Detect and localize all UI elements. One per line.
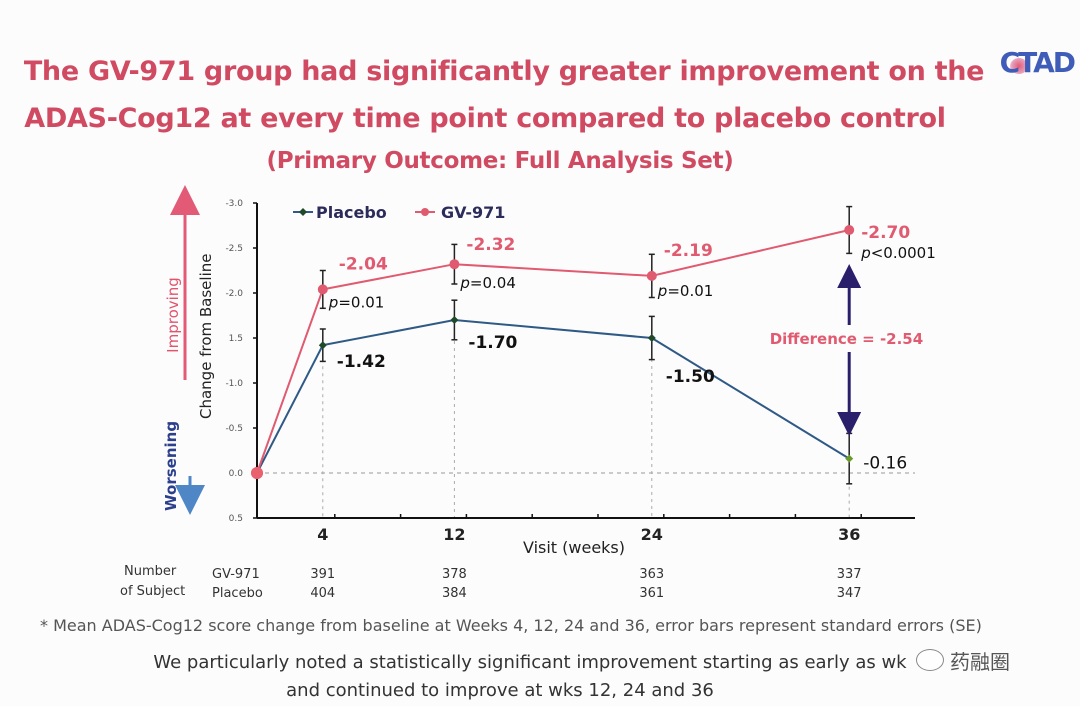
y-tick-label: -1.0 bbox=[225, 379, 243, 389]
data-point-gv971 bbox=[317, 284, 328, 295]
ctad-logo: CTAD bbox=[1000, 46, 1078, 82]
conclusion-line2: and continued to improve at wks 12, 24 a… bbox=[286, 680, 714, 701]
data-label-placebo: -1.42 bbox=[337, 352, 386, 372]
data-point-gv971 bbox=[449, 259, 460, 270]
data-label-gv971: -2.32 bbox=[466, 235, 515, 255]
wechat-icon bbox=[916, 649, 944, 671]
p-symbol: p bbox=[657, 282, 668, 300]
baseline-marker bbox=[251, 467, 263, 479]
y-tick-label: -3.0 bbox=[225, 199, 243, 209]
slide-subtitle: (Primary Outcome: Full Analysis Set) bbox=[266, 148, 734, 174]
grid-lines bbox=[257, 320, 915, 518]
axes: -3.0 -2.5 -2.0 1.5 -1.0 -0.5 0.0 0.5 4 12 24 36 Visi… bbox=[225, 199, 915, 557]
data-point-placebo bbox=[845, 454, 854, 463]
legend-marker-gv971 bbox=[421, 208, 429, 216]
subjects-count-placebo: 384 bbox=[441, 586, 467, 601]
subjects-label-line2: of Subject bbox=[120, 584, 186, 599]
subjects-count-placebo: 347 bbox=[836, 586, 862, 601]
data-label-gv971: -2.19 bbox=[664, 241, 713, 261]
data-point-placebo bbox=[647, 334, 656, 342]
y-tick-label: -0.5 bbox=[225, 424, 243, 434]
subjects-count-gv-971: 378 bbox=[441, 567, 467, 582]
logo-text: CTAD bbox=[999, 46, 1076, 79]
p-value-label: p=0.01 bbox=[657, 282, 714, 300]
subjects-count-gv-971: 391 bbox=[310, 567, 336, 582]
p-value-label: p=0.01 bbox=[328, 293, 385, 311]
conclusion-line1: We particularly noted a statistically si… bbox=[153, 652, 907, 673]
legend-label-gv971: GV-971 bbox=[441, 203, 505, 222]
slide-title-line2: ADAS-Cog12 at every time point compared … bbox=[24, 103, 946, 134]
y-tick-label: -2.0 bbox=[225, 289, 243, 299]
p-symbol: p bbox=[860, 244, 871, 262]
x-tick-label: 24 bbox=[641, 525, 663, 544]
subjects-group-placebo: Placebo bbox=[212, 586, 263, 601]
data-point-placebo bbox=[450, 316, 459, 324]
data-point-gv971 bbox=[844, 225, 855, 235]
x-tick-label: 4 bbox=[317, 525, 328, 544]
p-value-label: p<0.0001 bbox=[860, 244, 936, 262]
data-label-placebo: -1.70 bbox=[468, 333, 517, 353]
subjects-count-gv-971: 337 bbox=[836, 567, 862, 582]
watermark-text: 药融圈 bbox=[950, 649, 1010, 674]
x-tick-label: 36 bbox=[838, 525, 860, 544]
labels-layer: -2.04 -2.32 -2.19 -2.70 -1.42 -1.70 -1.50 -0.16… bbox=[293, 203, 936, 474]
data-point-gv971 bbox=[646, 270, 657, 281]
footnote: * Mean ADAS-Cog12 score change from base… bbox=[40, 616, 982, 635]
y-tick-label: 1.5 bbox=[229, 334, 243, 344]
series-layer bbox=[251, 205, 855, 485]
data-point-placebo bbox=[318, 341, 327, 350]
improving-label: Improving bbox=[164, 277, 182, 353]
logo-blob-icon bbox=[1010, 58, 1028, 74]
subjects-group-gv971: GV-971 bbox=[212, 567, 260, 582]
p-value: =0.01 bbox=[667, 282, 713, 300]
data-label-placebo: -1.50 bbox=[666, 367, 715, 387]
subjects-count-placebo: 361 bbox=[639, 586, 665, 601]
subjects-label-line1: Number bbox=[124, 564, 177, 579]
data-label-placebo: -0.16 bbox=[863, 454, 907, 474]
y-tick-label: 0.5 bbox=[229, 514, 243, 524]
p-value-label: p=0.04 bbox=[459, 274, 516, 292]
subjects-count-gv-971: 363 bbox=[639, 567, 665, 582]
p-value: =0.04 bbox=[470, 274, 516, 292]
legend-marker-placebo bbox=[299, 208, 307, 216]
series-line-placebo bbox=[256, 318, 850, 474]
p-value: <0.0001 bbox=[871, 244, 936, 262]
y-tick-label: -2.5 bbox=[225, 244, 243, 254]
subjects-count-placebo: 404 bbox=[310, 586, 336, 601]
p-value: =0.01 bbox=[338, 293, 384, 311]
data-label-gv971: -2.70 bbox=[861, 223, 910, 243]
y-axis-label: Change from Baseline bbox=[197, 253, 215, 419]
x-tick-label: 12 bbox=[443, 525, 465, 544]
data-label-gv971: -2.04 bbox=[339, 254, 388, 274]
slide-title-line1: The GV-971 group had significantly great… bbox=[23, 56, 985, 87]
legend-label-placebo: Placebo bbox=[316, 203, 387, 222]
watermark: 药融圈 bbox=[916, 646, 1010, 674]
difference-annotation: Difference = -2.54 bbox=[770, 330, 923, 348]
legend: Placebo GV-971 bbox=[293, 203, 505, 222]
y-tick-label: 0.0 bbox=[229, 469, 244, 479]
p-symbol: p bbox=[459, 274, 470, 292]
worsening-label: Worsening bbox=[162, 420, 180, 511]
p-symbol: p bbox=[328, 293, 339, 311]
x-axis-label: Visit (weeks) bbox=[523, 538, 625, 557]
